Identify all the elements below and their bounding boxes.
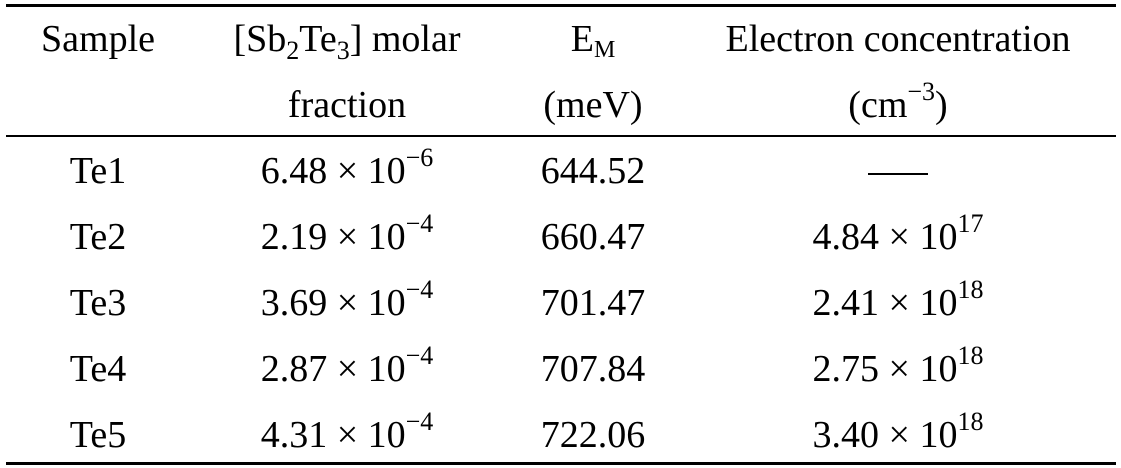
molar-exponent: −4 xyxy=(405,407,434,436)
cell-molar-fraction: 6.48 × 10−6 xyxy=(260,145,434,192)
cell-em: 701.47 xyxy=(540,282,646,324)
top-rule xyxy=(6,4,1116,7)
header-sample: Sample xyxy=(41,18,155,60)
cell-molar-fraction: 2.87 × 10−4 xyxy=(260,343,434,390)
conc-mantissa: 4.84 × 10 xyxy=(812,216,958,258)
cell-molar-fraction: 2.19 × 10−4 xyxy=(260,211,434,258)
cell-sample: Te2 xyxy=(69,216,127,258)
conc-exponent: 18 xyxy=(957,275,984,304)
cell-sample: Te1 xyxy=(69,150,127,192)
cell-concentration: 2.41 × 1018 xyxy=(812,277,984,324)
conc-exponent: 17 xyxy=(957,209,984,238)
molar-mantissa: 6.48 × 10 xyxy=(260,150,406,192)
header-em-main: E xyxy=(570,18,594,60)
header-molar-open: [Sb xyxy=(233,18,287,60)
cell-molar-fraction: 4.31 × 10−4 xyxy=(260,409,434,456)
cell-concentration: 2.75 × 1018 xyxy=(812,343,984,390)
cell-sample: Te5 xyxy=(69,414,127,456)
header-electron-concentration: Electron concentration xyxy=(725,18,1071,60)
bottom-rule xyxy=(6,462,1116,465)
header-em-sub: M xyxy=(593,37,616,63)
header-em-unit: (meV) xyxy=(543,84,643,126)
cell-concentration-dash xyxy=(868,173,928,175)
conc-mantissa: 2.41 × 10 xyxy=(812,282,958,324)
header-rule xyxy=(6,135,1116,137)
molar-mantissa: 3.69 × 10 xyxy=(260,282,406,324)
header-molar-sub2: 3 xyxy=(336,36,350,65)
cell-em: 644.52 xyxy=(540,150,646,192)
header-molar-line2: fraction xyxy=(287,84,407,126)
header-em: EM xyxy=(570,18,616,62)
conc-mantissa: 3.40 × 10 xyxy=(812,414,958,456)
molar-exponent: −4 xyxy=(405,209,434,238)
header-conc-close: ) xyxy=(935,84,948,126)
header-conc-open: (cm xyxy=(848,84,908,126)
header-conc-unit: (cm−3) xyxy=(848,79,948,126)
header-molar-sub1: 2 xyxy=(286,36,300,65)
header-molar-fraction: [Sb2Te3] molar xyxy=(233,18,461,64)
conc-exponent: 18 xyxy=(957,341,984,370)
cell-em: 722.06 xyxy=(540,414,646,456)
cell-concentration: 3.40 × 1018 xyxy=(812,409,984,456)
cell-sample: Te3 xyxy=(69,282,127,324)
conc-exponent: 18 xyxy=(957,407,984,436)
cell-em: 707.84 xyxy=(540,348,646,390)
molar-exponent: −6 xyxy=(405,143,434,172)
conc-mantissa: 2.75 × 10 xyxy=(812,348,958,390)
molar-exponent: −4 xyxy=(405,341,434,370)
cell-molar-fraction: 3.69 × 10−4 xyxy=(260,277,434,324)
molar-mantissa: 4.31 × 10 xyxy=(260,414,406,456)
cell-concentration: 4.84 × 1017 xyxy=(812,211,984,258)
cell-sample: Te4 xyxy=(69,348,127,390)
header-molar-close: ] molar xyxy=(349,18,461,60)
molar-mantissa: 2.19 × 10 xyxy=(260,216,406,258)
header-conc-exp: −3 xyxy=(907,77,936,106)
molar-exponent: −4 xyxy=(405,275,434,304)
cell-em: 660.47 xyxy=(540,216,646,258)
molar-mantissa: 2.87 × 10 xyxy=(260,348,406,390)
header-molar-mid: Te xyxy=(299,18,337,60)
